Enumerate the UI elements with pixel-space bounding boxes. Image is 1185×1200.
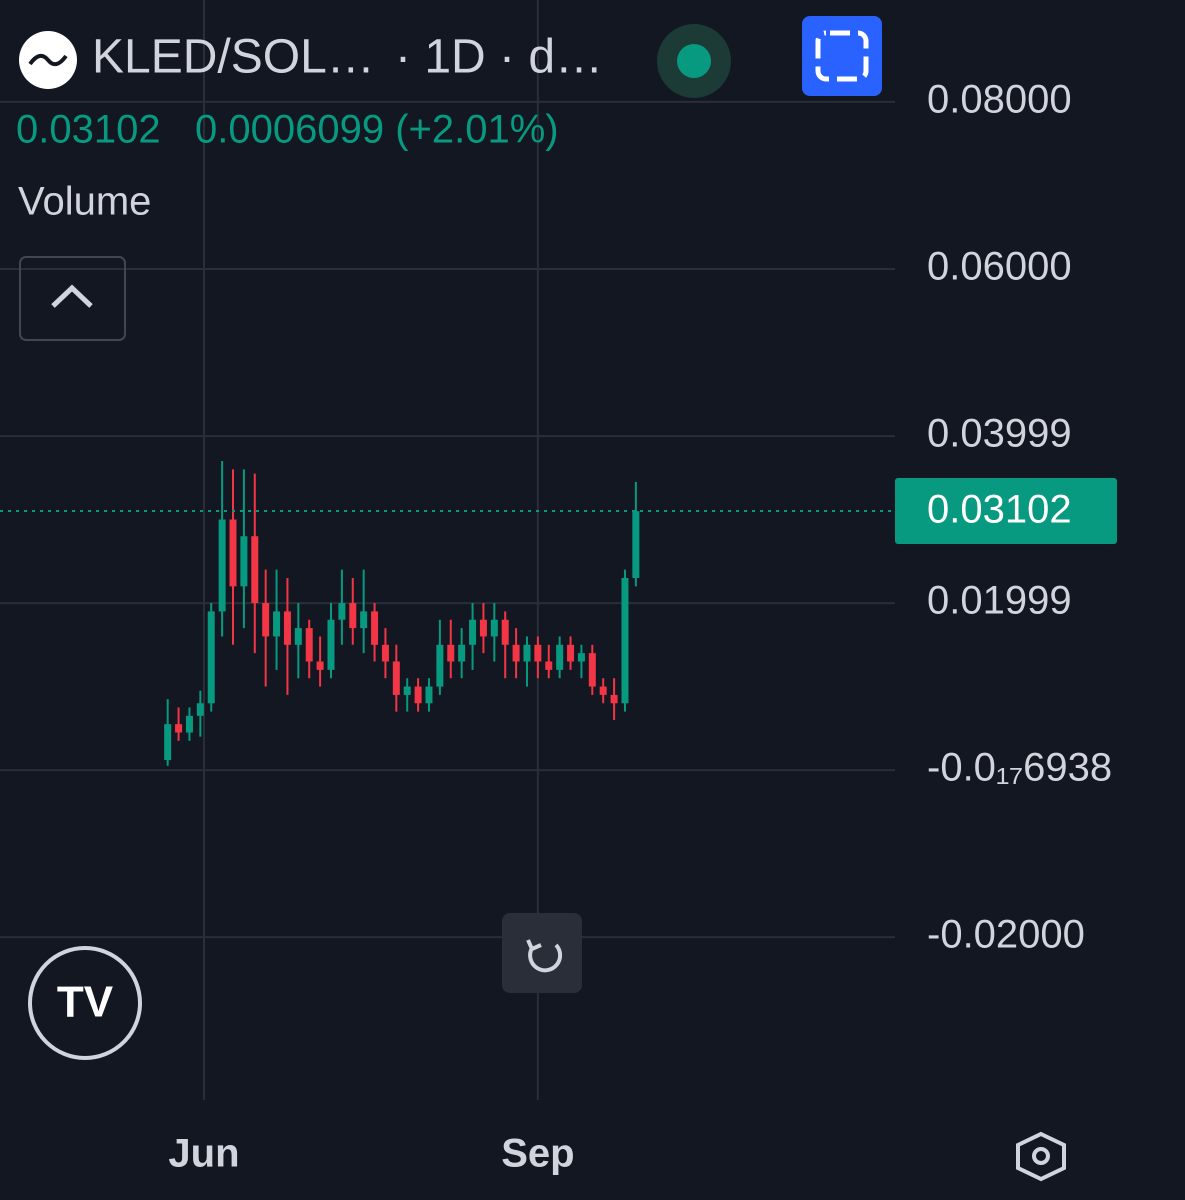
candle-body [381,644,389,662]
candle-body [316,661,324,670]
candle-body [490,619,498,637]
tv-logo-mark: TV [57,978,114,1027]
candle-body [610,694,618,704]
candle-body [577,653,585,662]
fullscreen-icon [815,30,869,82]
interval[interactable]: · 1D · d… [395,31,603,84]
fullscreen-button[interactable] [802,16,882,96]
symbol[interactable]: KLED/SOL… [92,31,375,84]
collapse-button[interactable] [19,256,126,341]
tv-logo[interactable] [28,946,142,1060]
candle-body [545,661,553,670]
candle-body [501,619,509,645]
indicator-label: Volume [18,180,151,224]
reset-button[interactable] [502,913,582,993]
y-tick-label: 0.08000 [927,77,1072,121]
price-change: 0.0006099 (+2.01%) [195,108,559,152]
y-tick-label: -0.0₁₇6938 [927,746,1112,790]
status-dot [677,44,711,78]
candle-body [229,519,237,587]
candle-body [360,611,368,629]
candle-body [273,611,281,637]
x-tick-label: Sep [501,1132,574,1176]
candle-body [262,603,270,637]
candle-body [567,644,575,662]
candle-body [327,619,335,670]
last-price: 0.03102 [16,108,161,152]
candle-body [196,703,204,716]
candle-body [469,619,477,645]
candle-body [588,653,596,687]
candle-body [425,686,433,704]
candle-body [512,644,520,662]
settings-button[interactable] [1016,1131,1066,1182]
y-tick-label: 0.01999 [927,579,1072,623]
candle-body [621,577,629,704]
last-price-label: 0.03102 [927,488,1072,532]
candle-body [175,724,183,733]
candle-body [479,619,487,637]
candle-body [349,603,357,629]
candle-body [305,628,313,662]
y-tick-label: -0.02000 [927,913,1085,957]
candle-body [338,603,346,620]
candle-body [458,644,466,662]
candle-body [599,686,607,695]
candle-body [436,644,444,687]
candle-body [283,611,291,645]
candle-body [251,536,259,604]
logo-wave [28,53,68,67]
y-tick-label: 0.06000 [927,245,1072,289]
candle-body [294,628,302,645]
candle-body [164,724,172,761]
candle-body [556,644,564,670]
x-tick-label: Jun [168,1132,239,1176]
candle-body [403,686,411,695]
candle-body [414,686,422,704]
candle-body [392,661,400,695]
candle-body [632,511,640,578]
candle-body [534,644,542,662]
candle-body [185,715,193,733]
candle-body [207,611,215,704]
collapse-icon [51,284,93,308]
settings-icon [1032,1147,1050,1165]
last-price-box [895,477,1117,544]
candle-body [218,519,226,612]
candle-body [523,644,531,662]
reset-icon [526,939,563,973]
y-tick-label: 0.03999 [927,412,1072,456]
candle-body [447,644,455,662]
candle-body [371,611,379,645]
candle-body [240,536,248,587]
